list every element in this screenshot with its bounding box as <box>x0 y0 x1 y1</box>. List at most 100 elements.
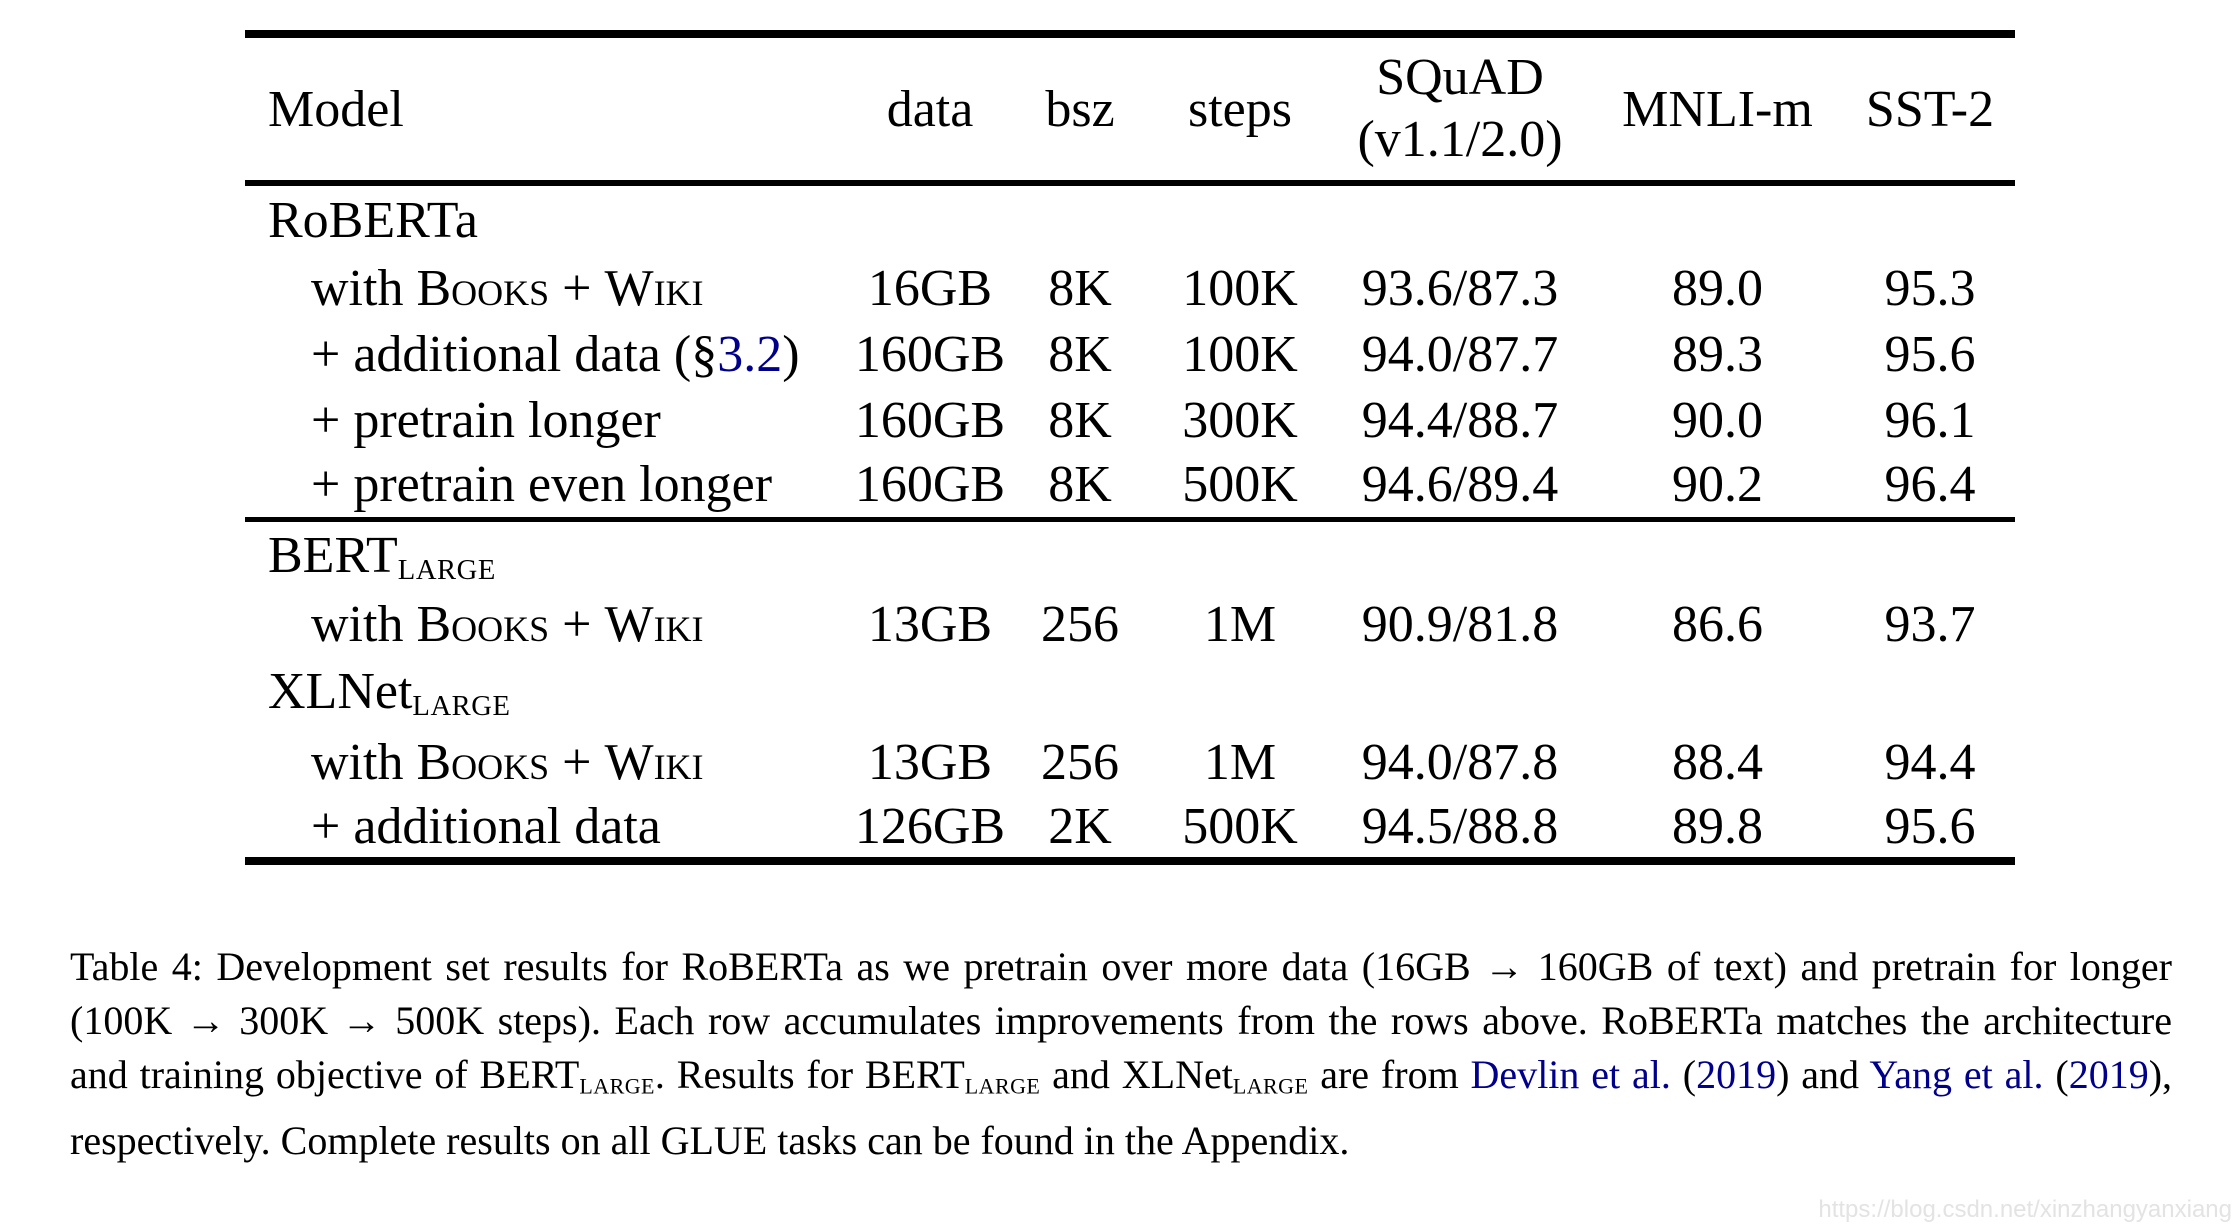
row-xlnet-books-wiki: with Books + Wiki 13GB 256 1M 94.0/87.8 … <box>245 729 2015 795</box>
data-cell: 16GB <box>867 259 993 317</box>
model-cell: with Books + Wiki <box>245 729 850 795</box>
steps-cell: 300K <box>1182 391 1298 449</box>
caption-text: ( <box>2043 1052 2069 1097</box>
data-cell: 13GB <box>867 595 993 653</box>
label-text: + <box>549 259 605 317</box>
squad-header-line2: (v1.1/2.0) <box>1357 111 1563 168</box>
squad-cell: 94.5/88.8 <box>1361 797 1559 855</box>
label-text: with <box>311 259 417 317</box>
label-text: + additional data (§ <box>311 325 718 383</box>
model-cell: + pretrain even longer <box>245 453 850 522</box>
mnli-cell-best: 90.2 <box>1590 453 1845 522</box>
caption-text: ), respectively. Complete results on all… <box>70 1052 2173 1163</box>
col-header-squad: SQuAD (v1.1/2.0) <box>1330 34 1590 186</box>
bert-large-subscript: LARGE <box>397 554 496 586</box>
sst-cell: 94.4 <box>1884 733 1976 791</box>
bsz-cell: 8K <box>1010 453 1150 522</box>
steps-cell: 100K <box>1182 259 1298 317</box>
mnli-cell: 90.0 <box>1672 391 1763 449</box>
bert-large-subscript: LARGE <box>964 1073 1041 1099</box>
mnli-cell: 88.4 <box>1672 733 1763 791</box>
sst-cell: 96.1 <box>1884 391 1976 449</box>
row-bert-books-wiki: with Books + Wiki 13GB 256 1M 90.9/81.8 … <box>245 591 2015 657</box>
data-cell: 160GB <box>850 453 1010 522</box>
sst-cell: 93.7 <box>1884 595 1976 653</box>
caption-text: ( <box>1670 1052 1697 1097</box>
model-cell: + additional data <box>311 797 661 855</box>
data-cell: 126GB <box>854 797 1006 855</box>
mnli-cell: 89.3 <box>1672 325 1763 383</box>
col-header-mnli: MNLI-m <box>1590 34 1845 186</box>
data-cell: 13GB <box>867 733 993 791</box>
section-3-2-link[interactable]: 3.2 <box>717 325 783 383</box>
row-roberta-additional-data: + additional data (§3.2) 160GB 8K 100K 9… <box>245 321 2015 387</box>
model-results-table: Model data bsz steps SQuAD (v1.1/2.0) MN… <box>245 30 2015 865</box>
xlnet-large-subscript: LARGE <box>1232 1073 1309 1099</box>
xlnet-large-subscript: LARGE <box>412 691 511 723</box>
model-cell: with Books + Wiki <box>245 591 850 657</box>
data-cell: 160GB <box>854 325 1006 383</box>
books-smallcaps: Books <box>416 733 550 791</box>
model-cell: + additional data (§3.2) <box>245 321 850 387</box>
row-roberta-books-wiki: with Books + Wiki 16GB 8K 100K 93.6/87.3… <box>245 255 2015 321</box>
caption-text: Table 4: Development set results for RoB… <box>70 944 2172 1097</box>
bert-large-subscript: LARGE <box>579 1073 655 1099</box>
label-text: with <box>311 733 417 791</box>
bsz-cell: 8K <box>1048 325 1112 383</box>
squad-cell: 94.0/87.8 <box>1361 733 1559 791</box>
bert-name: BERT <box>268 526 398 584</box>
mnli-cell: 89.8 <box>1672 797 1763 855</box>
label-text: + <box>549 595 605 653</box>
header-row: Model data bsz steps SQuAD (v1.1/2.0) MN… <box>245 34 2015 186</box>
bsz-cell: 8K <box>1048 259 1112 317</box>
mnli-cell: 89.0 <box>1672 259 1763 317</box>
steps-cell: 1M <box>1203 733 1277 791</box>
col-header-sst: SST-2 <box>1845 34 2015 186</box>
steps-cell: 1M <box>1203 595 1277 653</box>
books-smallcaps: Books <box>416 259 550 317</box>
col-header-bsz: bsz <box>1010 34 1150 186</box>
sst-cell: 95.3 <box>1884 259 1976 317</box>
row-roberta-pretrain-longer: + pretrain longer 160GB 8K 300K 94.4/88.… <box>245 387 2015 453</box>
squad-cell: 94.4/88.7 <box>1361 391 1559 449</box>
table-caption: Table 4: Development set results for RoB… <box>70 940 2172 1168</box>
xlnet-name: XLNet <box>268 663 413 721</box>
group-label-roberta: RoBERTa <box>268 192 478 249</box>
group-label-bert-large: BERTLARGE <box>245 519 2015 591</box>
label-text: + <box>549 733 605 791</box>
col-header-model: Model <box>245 34 850 186</box>
caption-text: . Results for BERT <box>654 1052 965 1097</box>
results-table-4: Model data bsz steps SQuAD (v1.1/2.0) MN… <box>245 30 2015 865</box>
squad-cell: 93.6/87.3 <box>1361 259 1559 317</box>
label-text: with <box>311 595 417 653</box>
bsz-cell: 8K <box>1048 391 1112 449</box>
books-smallcaps: Books <box>416 595 550 653</box>
bsz-cell: 256 <box>1041 733 1119 791</box>
caption-text: and XLNet <box>1040 1052 1233 1097</box>
steps-cell: 500K <box>1182 797 1298 855</box>
row-xlnet-additional-data: + additional data 126GB 2K 500K 94.5/88.… <box>245 795 2015 861</box>
row-roberta-pretrain-even-longer: + pretrain even longer 160GB 8K 500K 94.… <box>245 453 2015 522</box>
squad-cell: 94.0/87.7 <box>1361 325 1559 383</box>
squad-cell: 90.9/81.8 <box>1361 595 1559 653</box>
yang-year-link[interactable]: 2019 <box>2068 1052 2149 1097</box>
sst-cell: 95.6 <box>1884 325 1976 383</box>
bsz-cell: 2K <box>1048 797 1112 855</box>
steps-cell: 500K <box>1150 453 1330 522</box>
wiki-smallcaps: Wiki <box>604 259 704 317</box>
wiki-smallcaps: Wiki <box>604 733 704 791</box>
squad-header-line1: SQuAD <box>1376 49 1544 106</box>
model-cell: with Books + Wiki <box>245 255 850 321</box>
data-cell: 160GB <box>854 391 1006 449</box>
bsz-cell: 256 <box>1041 595 1119 653</box>
row-bert-group: BERTLARGE <box>245 519 2015 591</box>
caption-text: ) and <box>1776 1052 1870 1097</box>
steps-cell: 100K <box>1182 325 1298 383</box>
col-header-steps: steps <box>1150 34 1330 186</box>
yang-citation-link[interactable]: Yang et al. <box>1869 1052 2044 1097</box>
devlin-year-link[interactable]: 2019 <box>1696 1052 1777 1097</box>
model-cell: + pretrain longer <box>311 391 661 449</box>
devlin-citation-link[interactable]: Devlin et al. <box>1470 1052 1671 1097</box>
csdn-watermark: https://blog.csdn.net/xinzhangyanxiang <box>1818 1196 2232 1223</box>
sst-cell: 95.6 <box>1884 797 1976 855</box>
